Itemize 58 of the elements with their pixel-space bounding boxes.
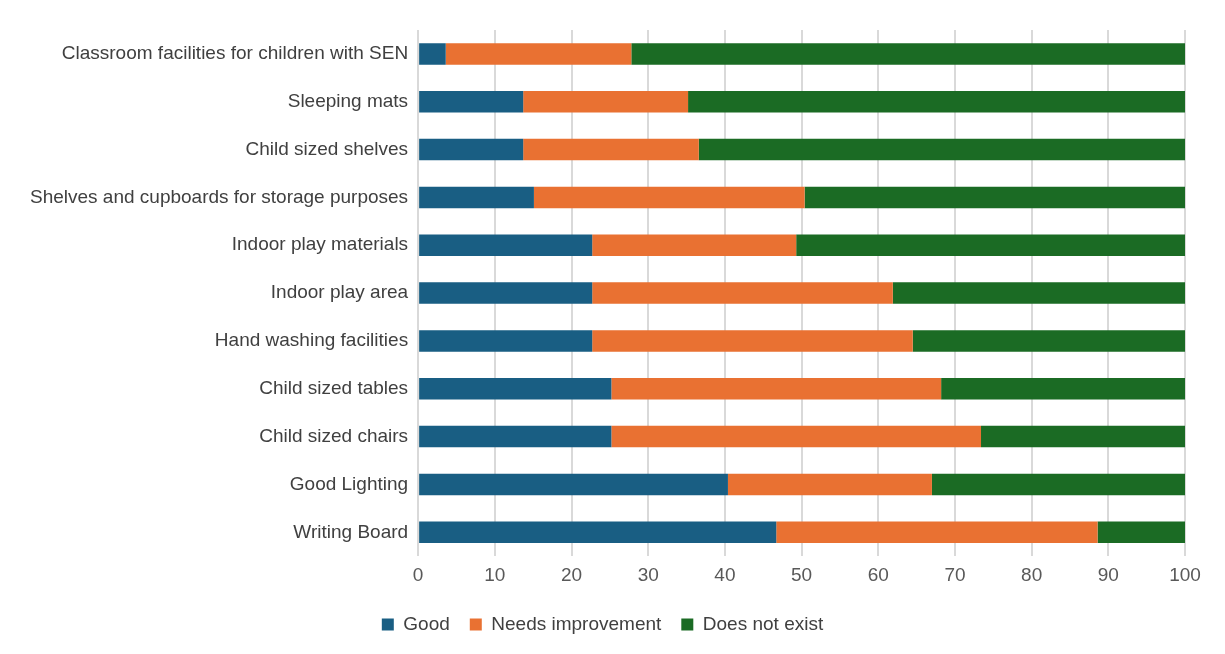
bar [796,234,1185,257]
y-tick-label: Indoor play area [270,281,409,303]
bar [419,43,446,65]
x-tick-label: 60 [867,563,889,585]
bar [523,138,699,161]
bar [611,378,942,400]
bar [419,282,593,304]
x-tick-label: 50 [790,563,813,585]
y-tick-label: Shelves and cupboards for storage purposes [29,185,409,207]
bar [419,186,534,209]
bar [698,138,1185,161]
bar [419,378,612,400]
bar [592,282,893,304]
bar [804,186,1185,209]
bar [419,330,593,352]
bar [592,330,913,352]
bar [688,90,1185,113]
y-tick-label: Hand washing facilities [214,329,409,351]
bar [912,330,1185,352]
bar [419,138,524,161]
y-tick-label: Classroom facilities for children with SEN [61,42,409,64]
x-tick-label: 90 [1097,563,1119,585]
bar [1097,521,1185,544]
bar [892,282,1185,304]
x-tick-label: 30 [637,563,659,585]
bar [931,473,1185,496]
bar [419,234,593,257]
y-tick-label: Good Lighting [289,472,409,494]
bar [981,425,1185,448]
y-tick-label: Child sized shelves [245,137,409,159]
x-tick-label: 100 [1169,563,1201,585]
bar [631,43,1185,65]
y-tick-label: Sleeping mats [287,89,409,111]
bar [727,473,932,496]
bar [592,234,797,257]
x-tick-label: 0 [412,563,424,585]
bar [419,473,728,496]
y-tick-label: Writing Board [293,520,409,542]
legend-label: Does not exist [702,612,824,634]
x-tick-label: 80 [1021,563,1043,585]
y-tick-label: Child sized tables [259,377,409,399]
bar [523,90,689,113]
legend-label: Needs improvement [491,612,663,634]
y-tick-label: Child sized chairs [259,424,409,446]
bar [445,43,632,65]
bar [419,425,612,448]
bar [533,186,805,209]
bar [419,521,777,544]
bar [419,90,524,113]
bar [611,425,982,448]
x-tick-label: 70 [944,563,966,585]
bar [776,521,1098,544]
y-tick-label: Indoor play materials [231,233,409,255]
legend-label: Good [403,612,450,634]
x-tick-label: 40 [714,563,736,585]
bar [941,378,1185,400]
x-tick-label: 10 [484,563,506,585]
x-tick-label: 20 [560,563,583,585]
